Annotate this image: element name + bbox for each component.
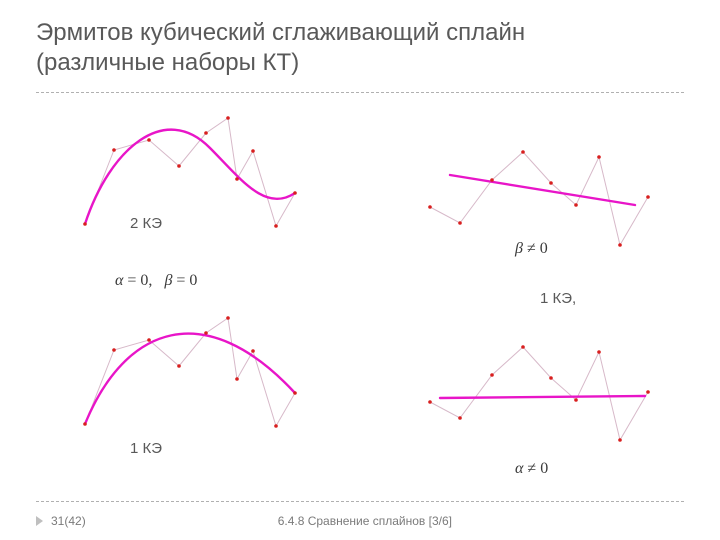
slide: Эрмитов кубический сглаживающий сплайн (… <box>0 0 720 540</box>
footer: 31(42) 6.4.8 Сравнение сплайнов [3/6] <box>36 514 684 528</box>
triangle-icon <box>36 516 43 526</box>
formula-top-left: α = 0, β = 0 <box>115 272 197 290</box>
panel-bottom-left <box>70 308 310 463</box>
panel-bottom-right <box>420 330 670 480</box>
label-top-left: 2 КЭ <box>130 215 162 232</box>
panel-top-left <box>70 108 310 258</box>
footer-section: 6.4.8 Сравнение сплайнов [3/6] <box>46 514 684 528</box>
formula-bottom-right: α ≠ 0 <box>515 460 548 478</box>
formula-top-right: β ≠ 0 <box>515 240 548 258</box>
title-line-1: Эрмитов кубический сглаживающий сплайн <box>36 19 525 46</box>
divider-bottom <box>36 501 684 502</box>
label-bottom-left: 1 КЭ <box>130 440 162 457</box>
title-line-2: (различные наборы КТ) <box>36 49 299 76</box>
slide-title: Эрмитов кубический сглаживающий сплайн (… <box>36 18 525 78</box>
divider-top <box>36 92 684 93</box>
label-top-right: 1 КЭ, <box>540 290 576 307</box>
